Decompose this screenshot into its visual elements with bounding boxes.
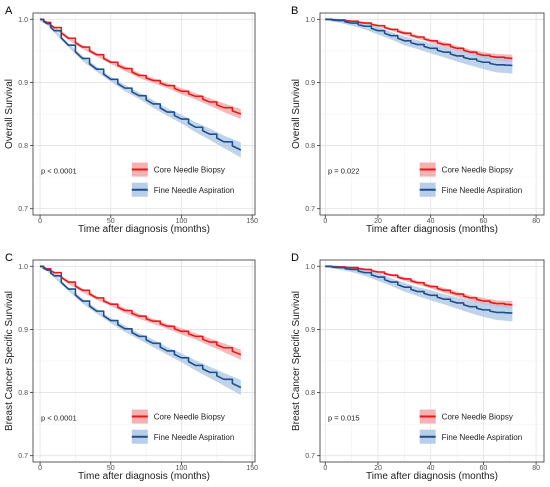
y-tick-label: 0.9 [18,80,28,87]
confidence-band-fine-needle-aspiration [325,18,513,74]
x-axis-label: Time after diagnosis (months) [366,224,498,235]
x-tick-label: 60 [479,465,487,472]
y-tick-label: 1.0 [305,17,315,24]
y-axis-label: Overall Survival [291,79,302,149]
y-tick-label: 0.9 [305,80,315,87]
y-tick-label: 1.0 [18,264,28,271]
survival-curve-fine-needle-aspiration [325,265,513,314]
x-tick-label: 150 [246,218,258,225]
x-tick-label: 0 [323,465,327,472]
panel-d: 0 20 40 60 80 0.7 0.8 0.9 1.0 Time after diagnosi… [291,252,545,482]
panel-label: A [5,5,13,17]
y-axis-label: Overall Survival [4,79,15,149]
x-axis-label: Time after diagnosis (months) [366,471,498,482]
survival-curve-core-needle-biopsy [325,265,513,306]
x-tick-label: 0 [323,218,327,225]
legend-label-core-needle-biopsy: Core Needle Biopsy [442,166,513,175]
y-tick-label: 1.0 [305,264,315,271]
y-tick-label: 0.7 [305,206,315,213]
x-tick-label: 20 [374,465,382,472]
legend-label-core-needle-biopsy: Core Needle Biopsy [154,166,225,175]
p-value-annotation: p = 0.015 [328,414,360,423]
confidence-band-fine-needle-aspiration [40,18,241,158]
confidence-band-core-needle-biopsy [40,265,241,360]
panel-label: D [291,252,299,264]
panel-label: B [291,5,298,17]
panel-b: 0 20 40 60 80 0.7 0.8 0.9 1.0 Time after diagnosi… [291,5,545,235]
plot-border [32,12,256,216]
legend-label-core-needle-biopsy: Core Needle Biopsy [154,413,225,422]
x-tick-label: 20 [374,218,382,225]
y-axis-label: Breast Cancer Specific Survival [4,291,15,431]
legend-label-core-needle-biopsy: Core Needle Biopsy [442,413,513,422]
x-tick-label: 0 [38,218,42,225]
y-tick-label: 0.9 [305,327,315,334]
y-tick-label: 0.7 [18,206,28,213]
plot-border [32,259,256,463]
confidence-band-fine-needle-aspiration [325,265,513,322]
y-tick-label: 0.8 [305,390,315,397]
p-value-annotation: p = 0.022 [328,167,360,176]
survival-curve-core-needle-biopsy [325,18,513,60]
x-tick-label: 40 [427,218,435,225]
x-tick-label: 50 [107,465,115,472]
y-axis-label: Breast Cancer Specific Survival [291,291,302,431]
legend-label-fine-needle-aspiration: Fine Needle Aspiration [442,433,523,442]
legend-label-fine-needle-aspiration: Fine Needle Aspiration [442,186,523,195]
survival-curve-fine-needle-aspiration [40,265,242,389]
y-tick-label: 0.7 [18,453,28,460]
panel-a: 0 50 100 150 0.7 0.8 0.9 1.0 Time after diagnosi… [4,5,258,235]
p-value-annotation: p < 0.0001 [41,414,77,423]
plot-border [319,12,545,216]
confidence-band-core-needle-biopsy [325,265,513,309]
y-tick-label: 0.7 [305,453,315,460]
x-tick-label: 0 [38,465,42,472]
x-tick-label: 100 [176,465,188,472]
x-tick-label: 80 [532,218,540,225]
x-tick-label: 100 [176,218,188,225]
plot-border [319,259,545,463]
legend-label-fine-needle-aspiration: Fine Needle Aspiration [154,186,235,195]
survival-curve-fine-needle-aspiration [40,18,242,151]
y-tick-label: 1.0 [18,17,28,24]
legend-label-fine-needle-aspiration: Fine Needle Aspiration [154,433,235,442]
panel-label: C [5,252,13,264]
y-tick-label: 0.8 [305,143,315,150]
x-tick-label: 150 [246,465,258,472]
x-tick-label: 40 [427,465,435,472]
y-tick-label: 0.8 [18,390,28,397]
x-axis-label: Time after diagnosis (months) [78,471,210,482]
panel-c: 0 50 100 150 0.7 0.8 0.9 1.0 Time after diagnosi… [4,252,258,482]
x-tick-label: 50 [107,218,115,225]
x-tick-label: 60 [479,218,487,225]
x-tick-label: 80 [532,465,540,472]
survival-curve-fine-needle-aspiration [325,18,513,67]
x-axis-label: Time after diagnosis (months) [78,224,210,235]
y-tick-label: 0.8 [18,143,28,150]
y-tick-label: 0.9 [18,327,28,334]
p-value-annotation: p < 0.0001 [41,167,77,176]
